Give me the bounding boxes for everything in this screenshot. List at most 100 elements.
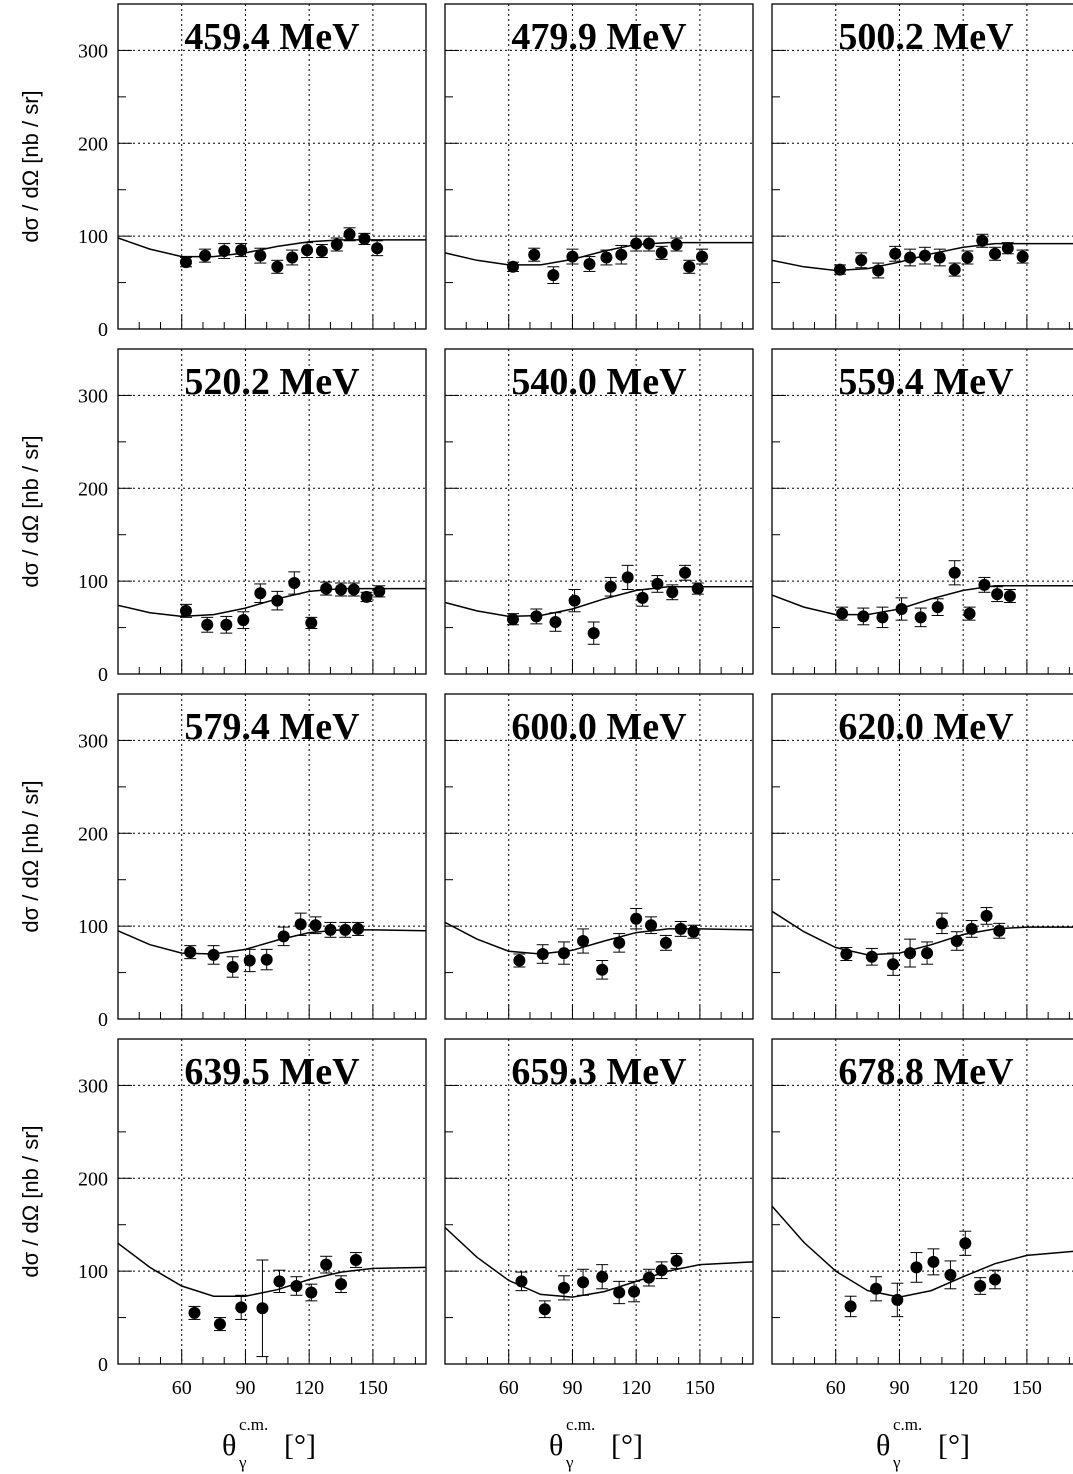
model-curve [772, 585, 1073, 616]
y-axis-label: dσ / dΩ [nb / sr] [18, 435, 43, 587]
data-point [530, 610, 543, 623]
data-point [373, 585, 386, 598]
data-point [577, 935, 590, 947]
data-point [993, 924, 1006, 937]
y-tick-label: 100 [78, 1261, 108, 1283]
data-point [184, 946, 197, 959]
data-point [226, 961, 239, 973]
y-axis-label: dσ / dΩ [nb / sr] [18, 780, 43, 932]
y-tick-label: 200 [78, 478, 108, 500]
data-point [833, 263, 846, 276]
data-point [301, 244, 314, 257]
data-point [220, 618, 233, 631]
x-axis-label-sub: γ [238, 1453, 247, 1472]
y-tick-label: 100 [78, 916, 108, 938]
data-point [645, 919, 658, 932]
data-point [836, 607, 849, 620]
panel-7: 0 100 200 300 579.4 MeV dσ / dΩ [nb / sr] [18, 693, 427, 1031]
data-point [515, 1275, 528, 1288]
plot-frame [771, 1038, 1073, 1365]
data-point [935, 917, 948, 930]
data-point [271, 260, 284, 273]
plot-frame [117, 693, 427, 1020]
x-axis-label-sup: c.m. [566, 1415, 595, 1434]
data-point [687, 925, 700, 938]
data-point [904, 947, 917, 960]
data-point [335, 1278, 348, 1291]
data-point [596, 963, 609, 976]
data-point [343, 228, 356, 241]
x-tick-label: 90 [235, 1377, 255, 1399]
data-point [628, 1285, 641, 1298]
panel-2: 479.9 MeV [444, 3, 754, 330]
panel-4: 0 100 200 300 520.2 MeV dσ / dΩ [nb / sr] [18, 348, 427, 686]
data-point [235, 1301, 248, 1314]
data-point [655, 1264, 668, 1277]
x-tick-label: 120 [948, 1377, 978, 1399]
model-curve [118, 237, 426, 258]
data-point [670, 1254, 683, 1267]
data-point [254, 587, 267, 600]
model-curve [772, 910, 1073, 956]
data-point [294, 918, 307, 931]
x-axis-label-unit: [°] [611, 1429, 643, 1462]
x-axis-label-sup: c.m. [893, 1415, 922, 1434]
data-point [691, 582, 704, 595]
data-point [256, 1302, 269, 1315]
x-tick-label: 150 [685, 1377, 715, 1399]
data-point [679, 566, 692, 579]
data-point [335, 583, 348, 596]
data-point [887, 958, 900, 971]
plot-frame [444, 1038, 754, 1365]
panel-title: 620.0 MeV [838, 706, 1014, 748]
data-point [358, 232, 371, 245]
panel-8: 600.0 MeV [444, 693, 754, 1020]
data-point [587, 627, 600, 640]
y-tick-label: 0 [98, 1354, 108, 1376]
panel-11: 60 90 120 150 659.3 MeV θγ c.m. [°] [444, 1038, 754, 1472]
data-point [948, 263, 961, 276]
panel-title: 659.3 MeV [511, 1051, 687, 1093]
x-tick-label: 150 [1012, 1377, 1042, 1399]
data-point [642, 237, 655, 250]
data-point [918, 249, 931, 262]
plot-frame [117, 3, 427, 330]
data-point [506, 260, 519, 273]
x-axis-label-sup: c.m. [239, 1415, 268, 1434]
y-tick-label: 0 [98, 664, 108, 686]
data-point [360, 590, 373, 603]
plot-frame [444, 3, 754, 330]
data-point [659, 936, 672, 949]
data-point [549, 616, 562, 628]
model-curve [772, 1205, 1073, 1298]
data-point [963, 607, 976, 620]
x-axis-label: θ [222, 1429, 236, 1462]
data-point [613, 936, 626, 949]
x-tick-label: 90 [562, 1377, 582, 1399]
y-axis-label: dσ / dΩ [nb / sr] [18, 1125, 43, 1277]
data-point [615, 248, 628, 261]
data-point [974, 1280, 987, 1292]
y-tick-label: 0 [98, 1009, 108, 1031]
data-point [506, 613, 519, 626]
data-point [991, 588, 1004, 601]
data-point [583, 258, 596, 270]
data-point [989, 1273, 1002, 1286]
data-point [513, 954, 526, 967]
panel-6: 559.4 MeV [771, 348, 1073, 675]
data-point [260, 953, 273, 966]
data-point [965, 922, 978, 935]
data-point [271, 594, 284, 607]
model-curve [118, 929, 426, 955]
data-point [921, 947, 934, 960]
x-tick-label: 120 [294, 1377, 324, 1399]
data-point [320, 582, 333, 595]
data-point [536, 948, 549, 960]
data-point [865, 950, 878, 963]
panel-1: 0 100 200 300 459.4 MeV dσ / dΩ [nb / sr] [18, 3, 427, 341]
data-point [347, 583, 360, 596]
data-point [857, 610, 870, 623]
data-point [1003, 590, 1016, 602]
panel-title: 459.4 MeV [184, 16, 360, 58]
